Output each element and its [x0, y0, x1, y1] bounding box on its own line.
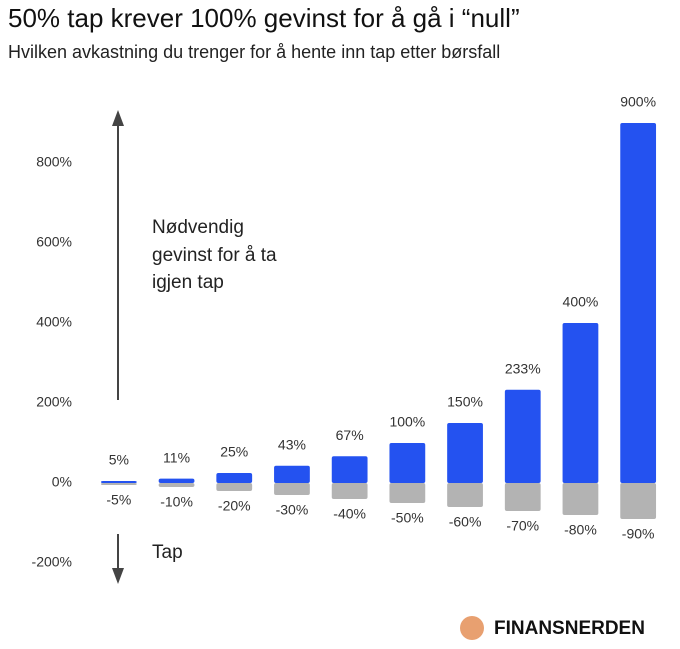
bar — [504, 483, 541, 511]
value-label: 11% — [163, 449, 190, 465]
value-label: 43% — [278, 437, 306, 453]
bar — [331, 483, 368, 499]
bar — [447, 483, 483, 507]
bar — [100, 483, 137, 485]
y-tick-label: 0% — [52, 474, 72, 490]
bar — [158, 478, 195, 483]
y-tick-label: 400% — [36, 314, 72, 330]
value-label: 5% — [109, 452, 129, 468]
value-label: -70% — [506, 518, 539, 534]
value-label: -30% — [276, 502, 309, 518]
bar — [216, 483, 253, 491]
value-label: -50% — [391, 510, 424, 526]
loss-note: Tap — [152, 542, 183, 563]
bar — [504, 389, 541, 483]
chart-title: 50% tap krever 100% gevinst for å gå i “… — [8, 3, 520, 33]
bar — [562, 483, 599, 515]
bar — [274, 483, 310, 495]
brand: FINANSNERDEN — [494, 618, 645, 639]
value-label: 100% — [389, 414, 425, 430]
bar — [562, 323, 599, 483]
value-label: 150% — [447, 394, 483, 410]
value-label: -90% — [622, 526, 655, 542]
bar — [274, 465, 310, 483]
bar — [620, 483, 657, 519]
y-tick-label: 200% — [36, 394, 72, 410]
value-label: 400% — [563, 294, 599, 310]
y-tick-label: 600% — [36, 234, 72, 250]
gain-note: igjen tap — [152, 272, 224, 293]
bar — [331, 456, 368, 483]
bar — [100, 481, 137, 483]
value-label: 900% — [620, 94, 656, 110]
value-label: 67% — [336, 427, 364, 443]
bar — [389, 443, 426, 483]
bar — [158, 483, 195, 487]
gain-note: gevinst for å ta — [152, 245, 277, 266]
value-label: -80% — [564, 522, 597, 538]
value-label: 233% — [505, 361, 541, 377]
gain-note: Nødvendig — [152, 217, 244, 238]
value-label: -40% — [333, 506, 366, 522]
y-tick-label: 800% — [36, 154, 72, 170]
bar — [620, 123, 657, 483]
bar — [389, 483, 426, 503]
value-label: -5% — [106, 492, 131, 508]
up-arrowhead — [112, 110, 124, 126]
value-label: 25% — [220, 444, 248, 460]
chart-subtitle: Hvilken avkastning du trenger for å hent… — [8, 42, 500, 62]
brand-avatar — [460, 616, 484, 640]
bar — [216, 473, 253, 483]
bar — [447, 423, 483, 483]
value-label: -10% — [160, 494, 193, 510]
value-label: -20% — [218, 498, 251, 514]
down-arrowhead — [112, 568, 124, 584]
y-tick-label: -200% — [32, 554, 72, 570]
value-label: -60% — [449, 514, 482, 530]
